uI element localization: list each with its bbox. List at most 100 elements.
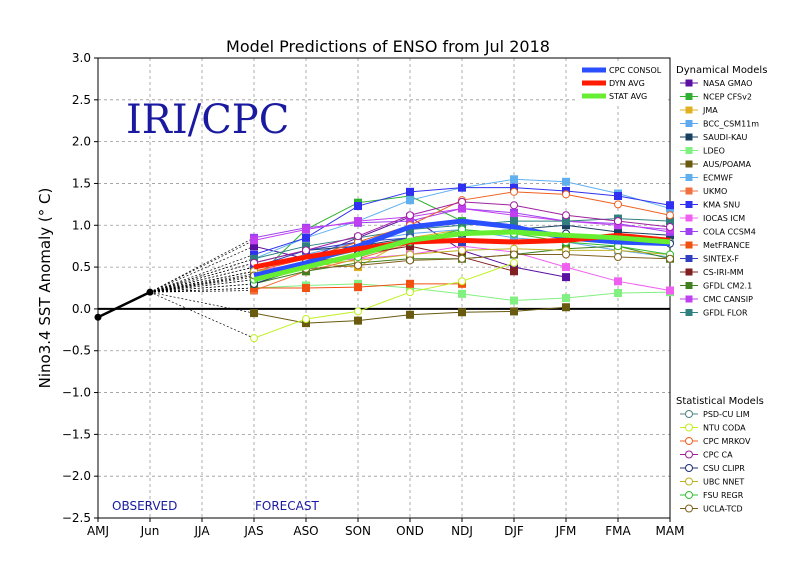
legend-marker [685,174,693,181]
legend-label: IOCAS ICM [703,214,745,223]
data-point [510,250,518,259]
legend-label: CPC CA [703,451,733,460]
data-point [666,201,674,210]
y-tick-label: 1.5 [72,176,91,190]
legend-marker [685,504,693,513]
legend-marker [685,423,693,432]
data-point [510,201,518,210]
data-point [510,175,518,184]
data-point [614,253,622,262]
legend-marker [685,464,693,472]
data-point [458,289,466,298]
legend-marker [685,437,693,445]
data-point [354,217,362,226]
statistical-legend: PSD-CU LIM NTU CODA CPC MRKOV CPC CA CSU CLI… [680,410,751,514]
data-point [562,250,570,259]
legend-label: CS-IRI-MM [703,268,744,277]
legend-label: GFDL FLOR [703,309,748,318]
iri-cpc-watermark: IRI/CPC [126,97,289,143]
x-tick-label: MAM [656,524,685,538]
legend-label: CPC MRKOV [703,437,751,446]
data-point [406,279,414,288]
connector-line [149,270,255,293]
y-tick-label: 0.5 [72,260,91,274]
y-tick-label: 2.5 [72,93,91,107]
y-tick-label: 1.0 [72,218,91,232]
connector-line [149,275,255,293]
legend-marker [685,160,693,168]
legend-label: KMA SNU [703,201,740,210]
y-tick-label: −0.5 [62,344,91,358]
observed-point [94,313,102,321]
legend-label: DYN AVG [609,79,645,88]
y-tick-label: −2.0 [62,469,91,483]
data-point [458,183,466,192]
legend-label: JMA [702,106,718,115]
legend-marker [685,106,693,114]
data-point [458,204,466,213]
legend-label: ECMWF [703,174,733,183]
legend-marker [685,295,693,303]
data-point [614,192,622,200]
data-point [406,196,414,205]
x-tick-label: SON [345,524,371,538]
data-point [354,202,362,211]
data-point [666,254,674,263]
data-point [614,289,622,298]
data-point [510,258,518,267]
data-point [354,261,362,270]
y-axis-label: Nino3.4 SST Anomaly (° C) [36,188,54,389]
legend-label: NTU CODA [703,424,746,433]
connector-line [149,254,255,293]
data-point [354,316,362,325]
x-tick-label: JJA [193,524,210,538]
series-line [253,218,671,278]
statistical-models-header: Statistical Models [676,396,764,407]
legend-marker [685,120,693,127]
data-point [250,236,258,245]
legend-label: BCC_CSM11m [703,120,759,129]
connector-line [149,279,255,293]
data-point [406,310,414,319]
data-point [354,307,362,316]
dynamical-legend: NASA GMAO NCEP CFSv2 JMA BCC_CSM11m SAUDI-KA… [680,79,759,318]
legend-label: NASA GMAO [703,79,752,88]
legend-marker [685,93,693,100]
legend-label: FSU REGR [703,491,744,500]
data-point [458,254,466,263]
series-line [253,229,671,283]
legend-marker [685,187,693,195]
data-point [354,232,362,241]
x-tick-label: OND [396,524,424,538]
data-point [562,294,570,303]
legend-label: UCLA-TCD [703,505,743,514]
data-point [510,187,518,196]
connector-line [149,290,255,293]
series-line [253,243,411,291]
observed-label: OBSERVED [112,499,177,513]
legend-marker [685,282,693,289]
legend-marker [685,477,693,486]
connector-line [149,240,255,293]
y-tick-labels: 3.0 2.5 2.0 1.5 1.0 0.5 0.0 −0.5 −1.0 −1.5 −2.0 −2.… [62,51,98,525]
legend-label: PSD-CU LIM [703,410,750,419]
data-point [614,217,622,226]
x-tick-label: DJF [504,524,524,538]
data-point [302,225,310,234]
y-tick-label: −1.5 [62,427,91,441]
connector-line [149,237,255,293]
legend-label: GFDL CM2.1 [703,282,752,291]
legend-label: SAUDI-KAU [703,133,748,142]
x-tick-label: JFM [555,524,577,538]
y-tick-label: −2.5 [62,511,91,525]
legend-label: AUS/POAMA [703,160,751,169]
legend-marker [685,214,693,222]
legend-label: STAT AVG [609,92,647,101]
x-tick-label: Jun [140,524,160,538]
connector-line [149,245,255,293]
connector-line [149,291,255,314]
x-tick-label: FMA [605,524,631,538]
data-point [302,284,310,292]
legend-label: NCEP CFSv2 [703,93,752,102]
dynamical-models-header: Dynamical Models [676,65,767,76]
